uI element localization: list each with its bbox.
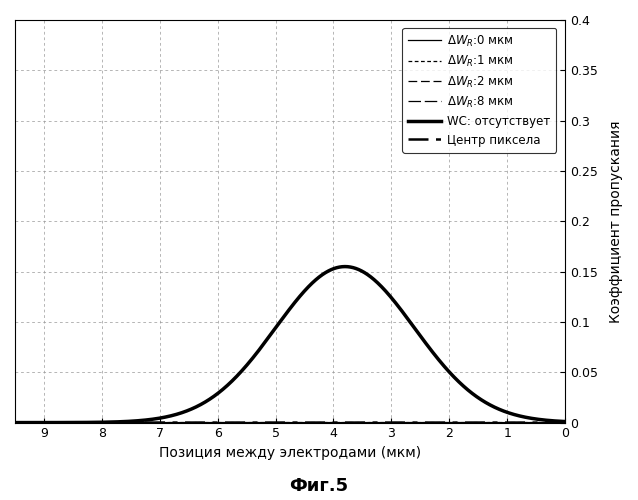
- WC: [341, 264, 349, 270]
- center: [293, 420, 301, 426]
- Line: WC: WC: [15, 266, 565, 422]
- center: [308, 420, 315, 426]
- WR2: [11, 420, 19, 426]
- WR8: [128, 420, 135, 426]
- WC: [11, 420, 19, 426]
- WR2: [27, 420, 34, 426]
- WR8: [533, 420, 541, 426]
- center: [330, 420, 338, 426]
- WC: [128, 418, 135, 424]
- WR0: [128, 420, 135, 426]
- WR0: [27, 420, 34, 426]
- Text: Фиг.5: Фиг.5: [290, 477, 348, 495]
- WR0: [27, 420, 34, 426]
- WR0: [293, 420, 301, 426]
- WR1: [561, 420, 569, 426]
- WR1: [293, 420, 301, 426]
- WR0: [333, 420, 341, 426]
- WR2: [128, 420, 135, 426]
- WR2: [293, 420, 301, 426]
- WR1: [11, 420, 19, 426]
- WR8: [413, 420, 421, 426]
- WR8: [308, 420, 316, 426]
- center: [431, 420, 439, 426]
- WR1: [327, 420, 335, 426]
- Legend: $\Delta W_R$:0 мкм, $\Delta W_R$:1 мкм, $\Delta W_R$:2 мкм, $\Delta W_R$:8 мкм, : $\Delta W_R$:0 мкм, $\Delta W_R$:1 мкм, …: [403, 28, 556, 152]
- WC: [561, 418, 569, 424]
- WR2: [309, 420, 317, 426]
- WR1: [429, 420, 437, 426]
- WR2: [308, 420, 315, 426]
- Y-axis label: Коэффициент пропускания: Коэффициент пропускания: [609, 120, 623, 322]
- center: [27, 420, 34, 426]
- WC: [308, 280, 316, 286]
- WR2: [561, 420, 569, 426]
- WR0: [308, 420, 315, 426]
- center: [128, 420, 135, 426]
- WR2: [27, 420, 34, 426]
- WR8: [561, 420, 569, 426]
- WC: [293, 296, 301, 302]
- WC: [533, 416, 541, 422]
- center: [27, 420, 34, 426]
- WR1: [128, 420, 135, 426]
- WR1: [27, 420, 34, 426]
- WC: [27, 420, 34, 426]
- WR2: [425, 420, 433, 426]
- center: [11, 420, 19, 426]
- WR8: [293, 420, 301, 426]
- WR0: [433, 420, 441, 426]
- WR1: [27, 420, 34, 426]
- WR0: [533, 420, 541, 426]
- center: [561, 420, 569, 426]
- WR8: [27, 420, 34, 426]
- WR8: [27, 420, 34, 426]
- WR2: [533, 420, 541, 426]
- WR8: [274, 420, 282, 426]
- WR8: [11, 420, 19, 426]
- X-axis label: Позиция между электродами (мкм): Позиция между электродами (мкм): [159, 446, 421, 460]
- WR1: [308, 420, 315, 426]
- WR1: [533, 420, 541, 426]
- WR0: [561, 420, 569, 426]
- WC: [27, 420, 35, 426]
- WR0: [11, 420, 19, 426]
- center: [533, 420, 541, 426]
